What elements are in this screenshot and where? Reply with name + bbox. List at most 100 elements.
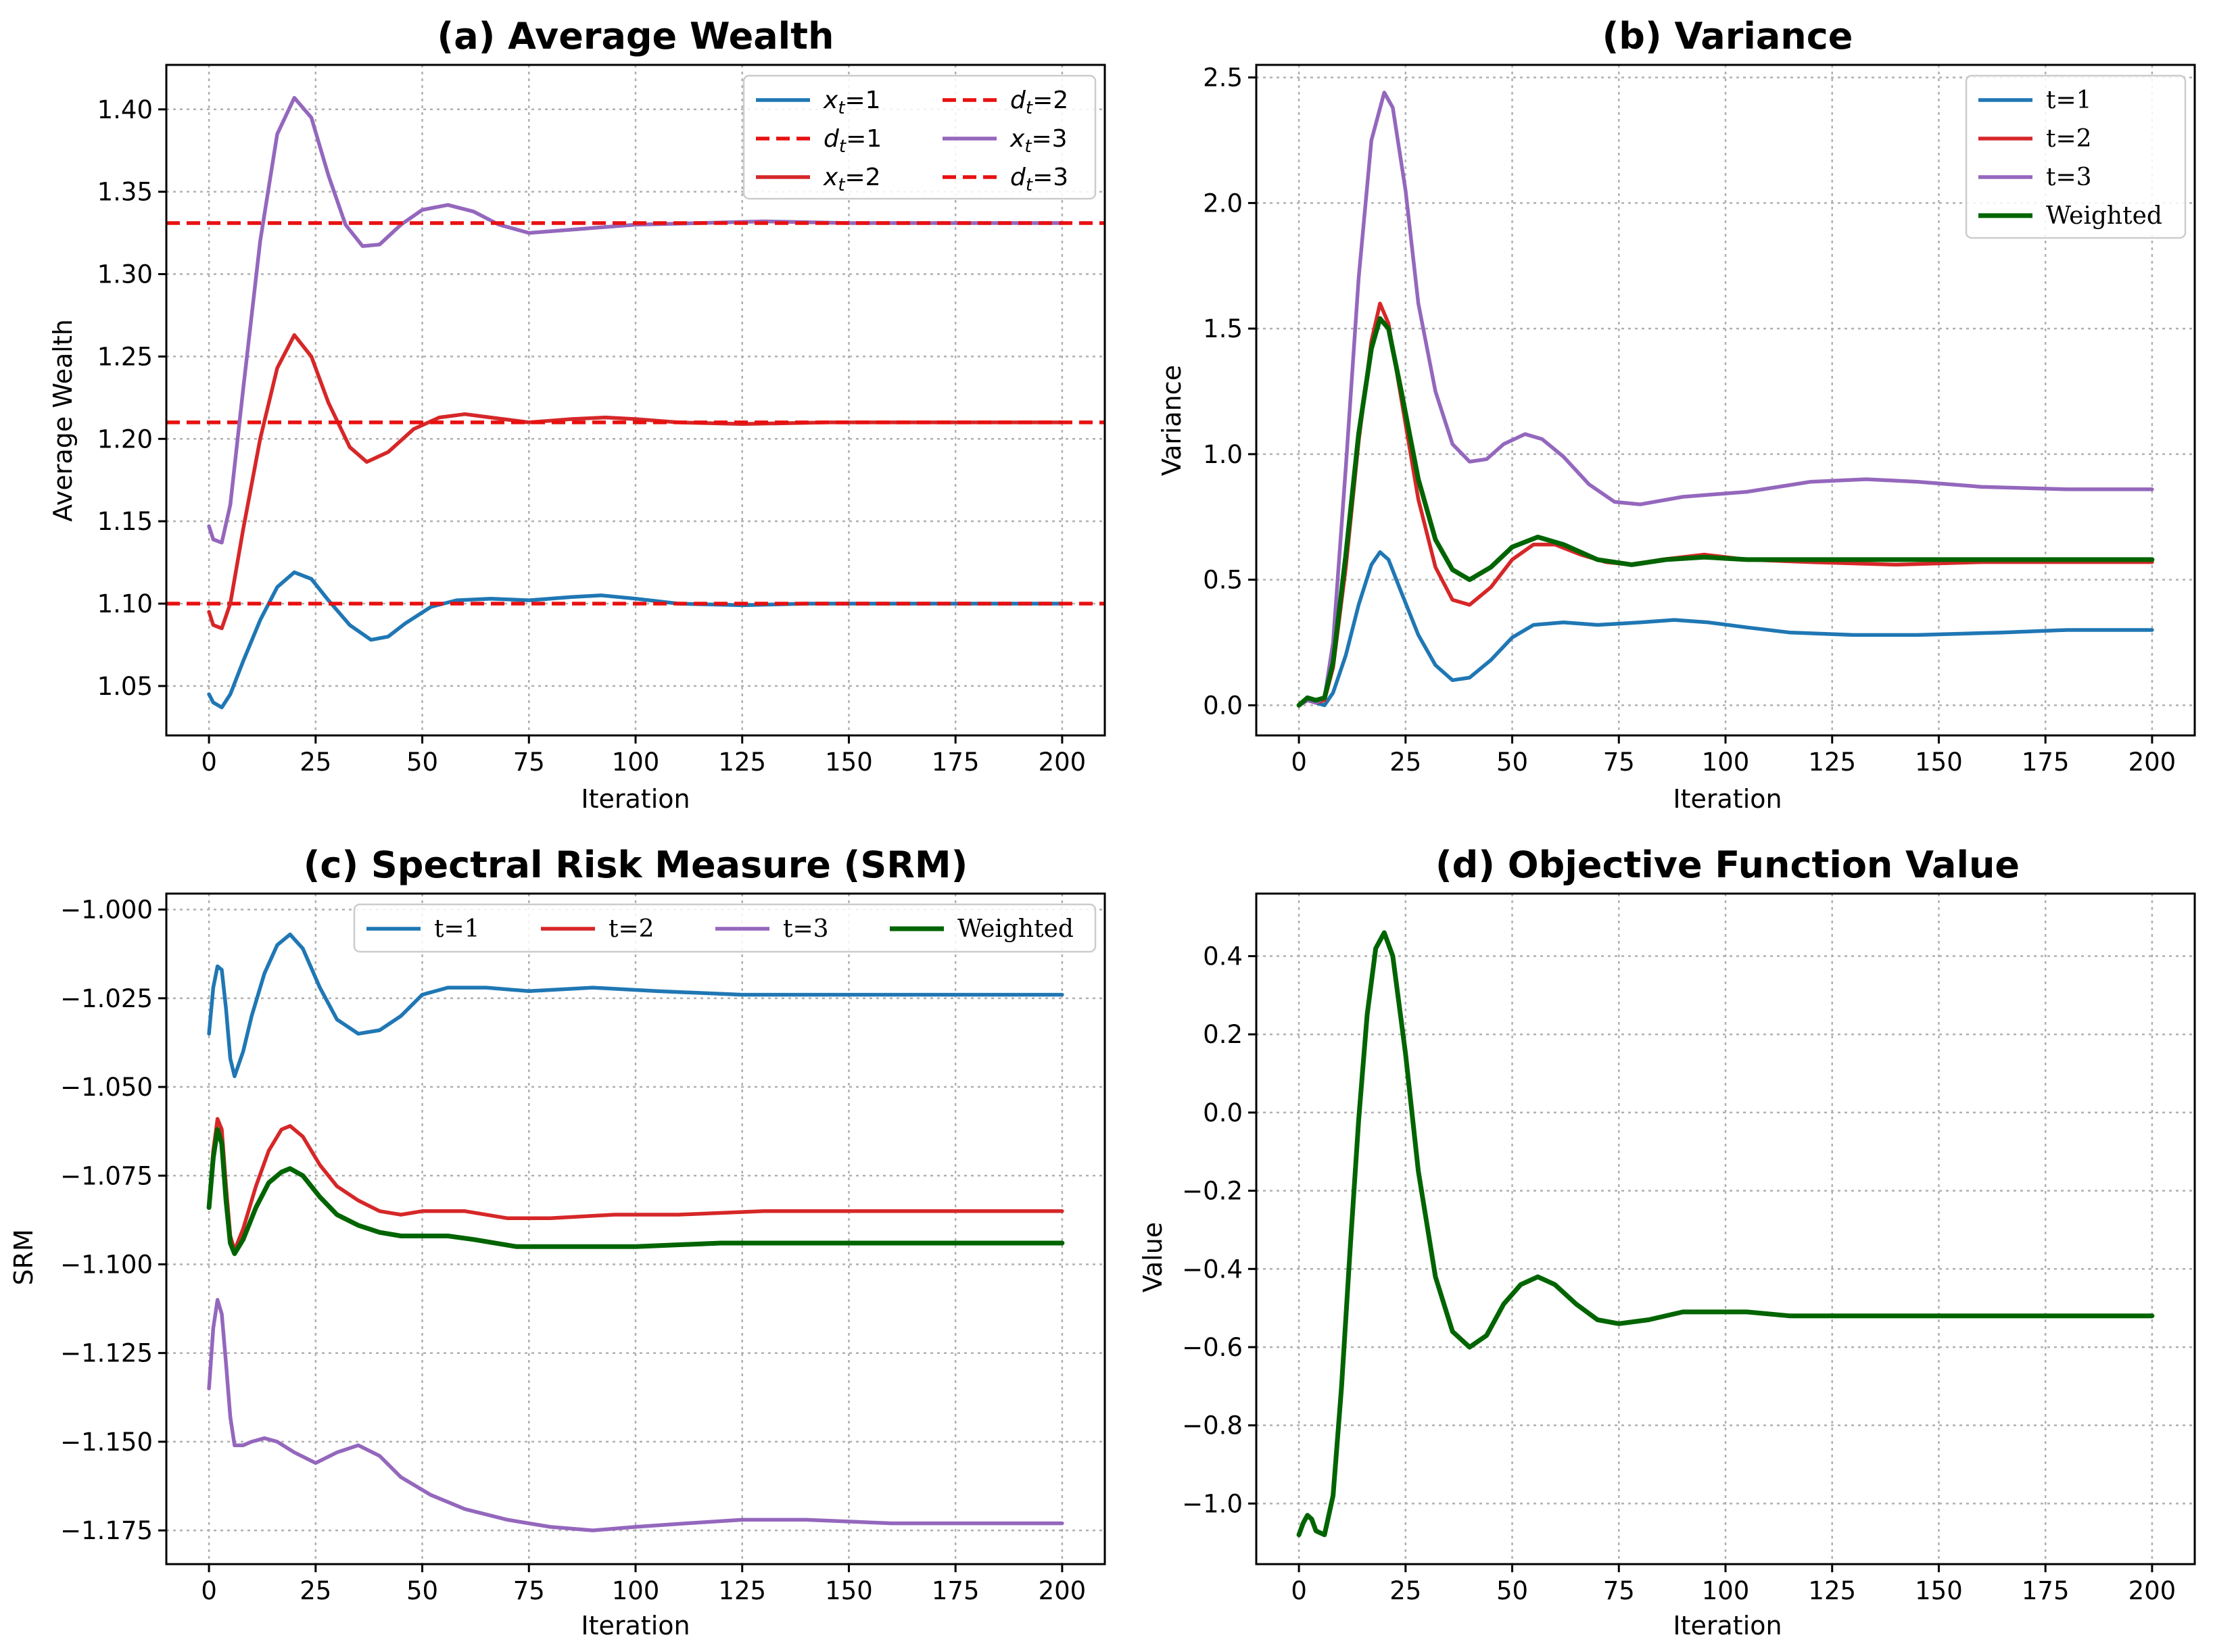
panel-a-legend-label-x_3: xt=3 bbox=[1009, 125, 1068, 157]
panel-c-ytick-label: −1.075 bbox=[60, 1161, 153, 1190]
panel-b-xtick-label: 150 bbox=[1915, 748, 1963, 777]
panel-b-series-weighted bbox=[1296, 316, 2155, 708]
panel-c-plot-area: 0 25 50 75 100 125 150 175 200 −1.175 −1.150 −1.125… bbox=[60, 892, 1106, 1605]
panel-c-legend-label-t3: t=3 bbox=[783, 915, 829, 943]
panel-b-xtick-label: 25 bbox=[1389, 748, 1421, 777]
panel-c-ytick-label: −1.175 bbox=[60, 1516, 153, 1545]
panel-d-xtick-label: 75 bbox=[1603, 1576, 1635, 1605]
panel-c-series-weighted bbox=[206, 1127, 1065, 1257]
panel-a-xtick-label: 50 bbox=[406, 748, 438, 777]
panel-c: (c) Spectral Risk Measure (SRM) Iteratio… bbox=[9, 844, 1106, 1641]
panel-c-legend: t=1 t=2 t=3 Weighted bbox=[353, 903, 1097, 953]
panel-c-series-t3 bbox=[207, 1298, 1064, 1532]
panel-d-xtick-label: 50 bbox=[1496, 1576, 1528, 1605]
panel-c-xtick-label: 200 bbox=[1039, 1576, 1087, 1605]
panel-b-xtick-label: 200 bbox=[2128, 748, 2176, 777]
panel-d: (d) Objective Function Value Iteration V… bbox=[1138, 844, 2196, 1641]
panel-b-xtick-label: 0 bbox=[1291, 748, 1307, 777]
panel-c-ytick-label: −1.000 bbox=[60, 896, 153, 925]
panel-c-ytick-label: −1.125 bbox=[60, 1339, 153, 1368]
panel-d-xtick-label: 150 bbox=[1915, 1576, 1963, 1605]
panel-b-title: (b) Variance bbox=[1602, 15, 1853, 57]
panel-b-series-t3 bbox=[1297, 91, 2154, 708]
panel-c-ytick-label: −1.150 bbox=[60, 1428, 153, 1457]
panel-b-series-t1 bbox=[1297, 550, 2154, 708]
panel-d-frame bbox=[1255, 892, 2196, 1565]
panel-a-xtick-label: 100 bbox=[612, 748, 660, 777]
panel-d-ylabel: Value bbox=[1138, 1222, 1168, 1292]
panel-b: (b) Variance Iteration Variance 0 25 50 75 1… bbox=[1157, 15, 2196, 814]
panel-d-xtick-label: 175 bbox=[2022, 1576, 2070, 1605]
panel-a-series-x_3 bbox=[207, 95, 1064, 545]
panel-a-legend-label-x_1: xt=1 bbox=[823, 87, 881, 118]
panel-a-xtick-label: 150 bbox=[825, 748, 873, 777]
panel-b-xtick-label: 125 bbox=[1808, 748, 1856, 777]
panel-d-ytick-label: 0.0 bbox=[1203, 1098, 1243, 1127]
panel-a: (a) Average Wealth Iteration Average Wea… bbox=[48, 15, 1106, 814]
panel-d-ytick-label: −0.8 bbox=[1182, 1411, 1243, 1440]
panel-a-frame bbox=[165, 64, 1106, 737]
panel-a-legend-box bbox=[742, 74, 1097, 200]
panel-b-legend: t=1 t=2 t=3 Weighted bbox=[1965, 74, 2187, 239]
panel-d-plot-area: 0 25 50 75 100 125 150 175 200 −1.0 −0.8 −0.6 −0.4 −0… bbox=[1182, 892, 2196, 1605]
panel-c-ytick-label: −1.100 bbox=[60, 1250, 153, 1279]
panel-a-legend: xt=1 dt=1 xt=2 dt=2 xt=3 dt=3 bbox=[742, 74, 1097, 200]
panel-c-ytick-label: −1.050 bbox=[60, 1073, 153, 1102]
panel-a-series-x_2 bbox=[207, 333, 1064, 631]
panel-d-ytick-label: −0.4 bbox=[1182, 1255, 1243, 1284]
panel-d-ytick-label: −0.2 bbox=[1182, 1177, 1243, 1206]
panel-b-ytick-label: 0.5 bbox=[1203, 566, 1243, 595]
panel-c-ytick-label: −1.025 bbox=[60, 984, 153, 1013]
panel-d-xtick-label: 25 bbox=[1389, 1576, 1421, 1605]
panel-c-legend-label-t2: t=2 bbox=[609, 915, 655, 943]
panel-a-ytick-label: 1.40 bbox=[97, 95, 153, 124]
panel-d-xtick-label: 0 bbox=[1291, 1576, 1307, 1605]
panel-a-xtick-label: 75 bbox=[513, 748, 545, 777]
panel-a-ytick-label: 1.30 bbox=[97, 260, 153, 289]
panel-b-xlabel: Iteration bbox=[1673, 784, 1782, 814]
panel-a-plot-area: 0 25 50 75 100 125 150 175 200 1.05 1.10 1.15 1.20 1.… bbox=[97, 64, 1106, 777]
panel-d-ytick-label: 0.4 bbox=[1203, 942, 1243, 971]
panel-a-ytick-label: 1.15 bbox=[97, 507, 153, 536]
panel-c-series-t1 bbox=[207, 932, 1064, 1079]
panel-d-xtick-label: 125 bbox=[1808, 1576, 1856, 1605]
panel-b-ytick-label: 1.5 bbox=[1203, 314, 1243, 343]
panel-b-xtick-label: 175 bbox=[2022, 748, 2070, 777]
panel-a-xlabel: Iteration bbox=[581, 784, 690, 814]
panel-c-frame bbox=[165, 892, 1106, 1565]
panel-c-xtick-label: 175 bbox=[932, 1576, 980, 1605]
panel-b-xtick-label: 75 bbox=[1603, 748, 1635, 777]
panel-a-ylabel: Average Wealth bbox=[48, 319, 78, 522]
panel-c-legend-label-t1: t=1 bbox=[434, 915, 480, 943]
panel-a-xtick-label: 0 bbox=[201, 748, 217, 777]
panel-d-ytick-label: −0.6 bbox=[1182, 1333, 1243, 1362]
panel-b-legend-label-t1: t=1 bbox=[2046, 87, 2092, 114]
panel-b-ytick-label: 0.0 bbox=[1203, 691, 1243, 720]
panel-a-legend-label-d_3: dt=3 bbox=[1010, 164, 1068, 195]
panel-c-xtick-label: 75 bbox=[513, 1576, 545, 1605]
panel-a-ytick-label: 1.20 bbox=[97, 424, 153, 454]
panel-b-ytick-label: 2.0 bbox=[1203, 189, 1243, 218]
panel-b-xtick-label: 100 bbox=[1702, 748, 1750, 777]
panel-a-legend-label-d_1: dt=1 bbox=[824, 125, 882, 157]
panel-b-ylabel: Variance bbox=[1157, 365, 1187, 476]
panel-b-ytick-label: 1.0 bbox=[1203, 440, 1243, 469]
panel-d-xlabel: Iteration bbox=[1673, 1611, 1782, 1641]
panel-a-xtick-label: 25 bbox=[300, 748, 331, 777]
panel-b-ytick-label: 2.5 bbox=[1203, 64, 1243, 93]
panel-c-xtick-label: 125 bbox=[718, 1576, 766, 1605]
panel-b-plot-area: 0 25 50 75 100 125 150 175 200 0.0 0.5 1.0 1.5 2.0 2.5… bbox=[1203, 64, 2196, 777]
panel-c-legend-label-weighted: Weighted bbox=[957, 915, 1074, 943]
panel-b-xtick-label: 50 bbox=[1496, 748, 1528, 777]
panel-a-ytick-label: 1.10 bbox=[97, 589, 153, 618]
panel-a-ytick-label: 1.35 bbox=[97, 178, 153, 207]
panel-c-xlabel: Iteration bbox=[581, 1611, 690, 1641]
panel-c-xtick-label: 50 bbox=[406, 1576, 438, 1605]
panel-c-xtick-label: 150 bbox=[825, 1576, 873, 1605]
panel-c-ylabel: SRM bbox=[9, 1229, 39, 1285]
panel-a-xtick-label: 200 bbox=[1039, 748, 1087, 777]
panel-a-legend-label-x_2: xt=2 bbox=[823, 164, 881, 195]
panel-b-frame bbox=[1255, 64, 2196, 737]
